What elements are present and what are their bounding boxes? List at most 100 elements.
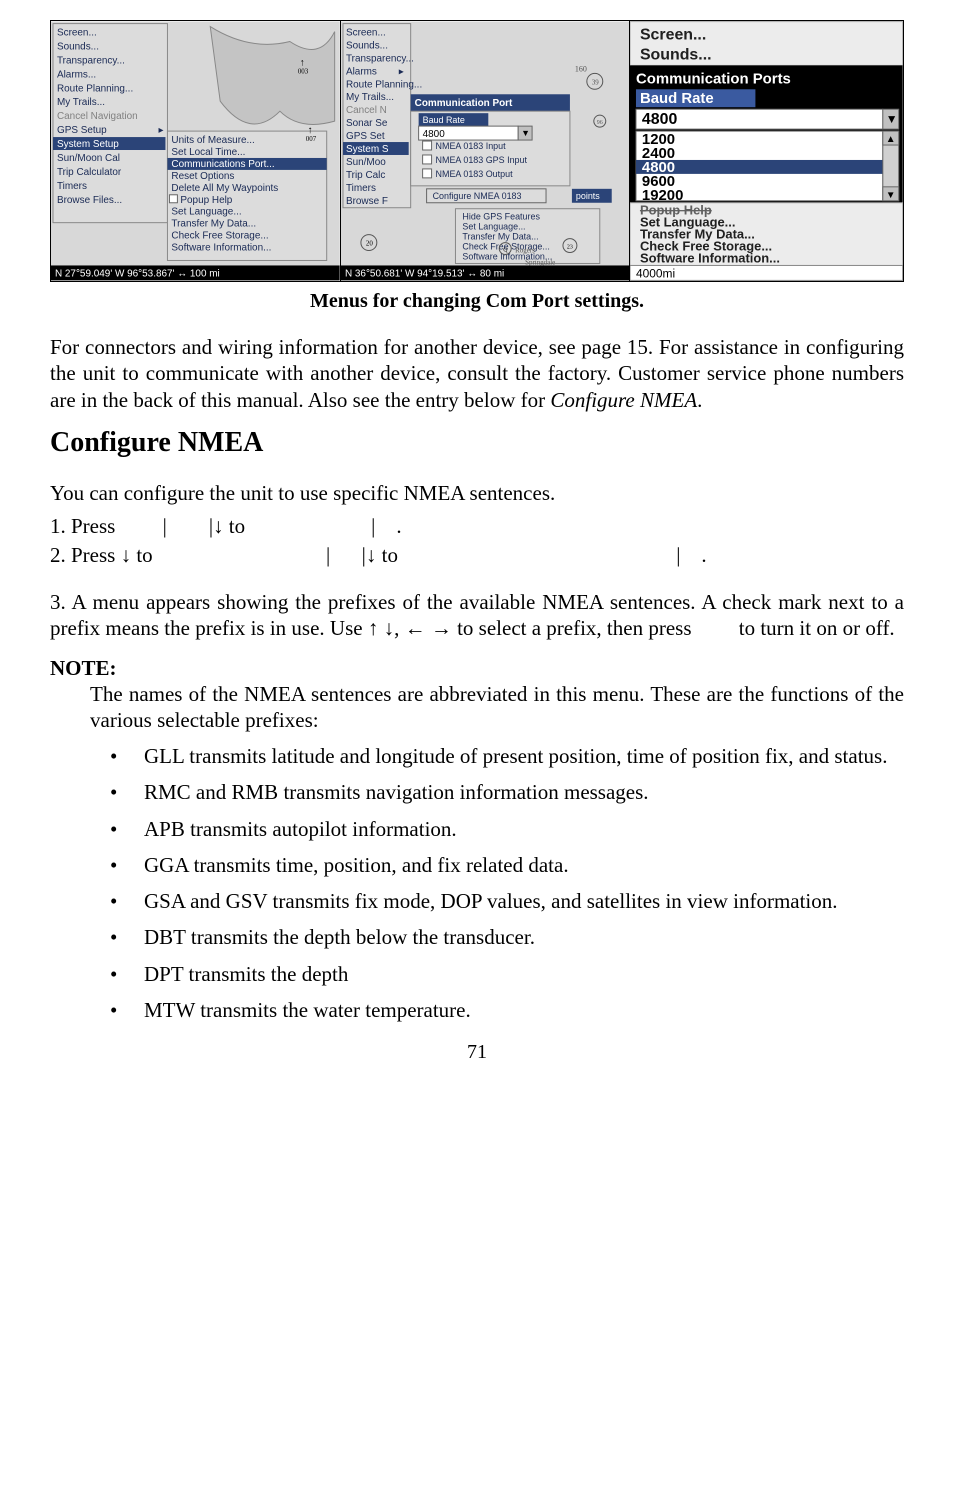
- svg-text:System S: System S: [346, 144, 389, 155]
- svg-text:Transparency...: Transparency...: [346, 53, 414, 64]
- svg-text:Q: Q: [503, 248, 508, 254]
- bullet-item: GSA and GSV transmits fix mode, DOP valu…: [110, 888, 904, 914]
- step1-d: |: [371, 514, 375, 538]
- svg-text:Transfer My Data...: Transfer My Data...: [171, 219, 256, 230]
- step2-c: |↓ to: [362, 543, 404, 567]
- svg-text:Route Planning...: Route Planning...: [57, 83, 133, 94]
- svg-text:Sun/Moon Cal: Sun/Moon Cal: [57, 153, 120, 164]
- svg-text:NMEA 0183 Output: NMEA 0183 Output: [435, 169, 513, 179]
- step-1: 1. Press | |↓ to | .: [50, 514, 904, 539]
- para1-italic: Configure NMEA: [550, 388, 697, 412]
- svg-text:39: 39: [591, 78, 598, 86]
- svg-text:Sounds...: Sounds...: [346, 40, 388, 51]
- svg-text:Sounds...: Sounds...: [640, 46, 712, 63]
- svg-text:▸: ▸: [398, 66, 403, 77]
- svg-text:Alarms: Alarms: [346, 66, 377, 77]
- svg-text:Screen...: Screen...: [640, 27, 706, 44]
- para1-text: For connectors and wiring information fo…: [50, 335, 904, 412]
- step1-a: 1. Press: [50, 514, 121, 538]
- bullet-item: APB transmits autopilot information.: [110, 816, 904, 842]
- svg-text:Popup Help: Popup Help: [180, 195, 232, 206]
- svg-text:23: 23: [567, 245, 573, 251]
- section-heading: Configure NMEA: [50, 427, 904, 459]
- svg-text:Rogers: Rogers: [515, 247, 535, 255]
- svg-text:Screen...: Screen...: [57, 28, 97, 39]
- svg-text:Sun/Moo: Sun/Moo: [346, 157, 386, 168]
- svg-text:Check Free Storage...: Check Free Storage...: [171, 231, 268, 242]
- note-label: NOTE:: [50, 656, 904, 681]
- svg-text:Browse F: Browse F: [346, 196, 388, 207]
- svg-text:GPS Setup: GPS Setup: [57, 125, 107, 136]
- svg-text:Trip Calculator: Trip Calculator: [57, 167, 122, 178]
- svg-text:96: 96: [596, 120, 602, 126]
- step1-e: .: [396, 514, 401, 538]
- bullet-item: MTW transmits the water temperature.: [110, 997, 904, 1023]
- screenshot-right: Screen...Sounds... Communication Ports B…: [630, 21, 903, 281]
- step2-a: 2. Press ↓ to: [50, 543, 158, 567]
- paragraph-1: For connectors and wiring information fo…: [50, 334, 904, 413]
- svg-text:Baud Rate: Baud Rate: [640, 90, 714, 107]
- figure-screenshots: Screen...Sounds...Transparency...Alarms.…: [50, 20, 904, 282]
- svg-text:NMEA 0183 Input: NMEA 0183 Input: [435, 141, 506, 151]
- bullet-item: RMC and RMB transmits navigation informa…: [110, 779, 904, 805]
- step2-d: |: [676, 543, 680, 567]
- svg-text:My Trails...: My Trails...: [346, 92, 394, 103]
- screenshot-mid: 39 96 160 Screen...Sounds... Transparency…: [341, 21, 631, 281]
- page-number: 71: [50, 1041, 904, 1064]
- svg-text:GPS Set: GPS Set: [346, 131, 385, 142]
- svg-text:Trip Calc: Trip Calc: [346, 170, 385, 181]
- bullet-item: GGA transmits time, position, and fix re…: [110, 852, 904, 878]
- svg-text:160: 160: [575, 64, 587, 73]
- step1-b: |: [163, 514, 167, 538]
- bullet-item: DBT transmits the depth below the transd…: [110, 924, 904, 950]
- step1-c: |↓ to: [209, 514, 251, 538]
- step-2: 2. Press ↓ to | |↓ to | .: [50, 543, 904, 568]
- paragraph-3: 3. A menu appears showing the prefixes o…: [50, 589, 904, 642]
- svg-text:N 36°50.681' W 94°19.51: N 36°50.681' W 94°19.513' ↔ 80 mi: [345, 268, 504, 279]
- svg-text:003: 003: [298, 67, 309, 75]
- svg-text:Sonar Se: Sonar Se: [346, 118, 388, 129]
- svg-text:Hide GPS Features: Hide GPS Features: [462, 212, 540, 222]
- svg-text:Browse Files...: Browse Files...: [57, 195, 122, 206]
- svg-text:▼: ▼: [521, 128, 530, 138]
- svg-text:My Trails...: My Trails...: [57, 97, 105, 108]
- svg-text:4800: 4800: [642, 111, 678, 128]
- svg-text:4000mi: 4000mi: [636, 266, 675, 280]
- svg-text:19200: 19200: [642, 187, 683, 204]
- svg-text:Springdale: Springdale: [525, 258, 555, 266]
- svg-text:▸: ▸: [158, 125, 163, 136]
- bullet-list: GLL transmits latitude and longitude of …: [110, 743, 904, 1023]
- figure-caption: Menus for changing Com Port settings.: [50, 290, 904, 313]
- svg-text:points: points: [576, 191, 600, 201]
- svg-text:Route Planning...: Route Planning...: [346, 79, 422, 90]
- svg-text:Screen...: Screen...: [346, 28, 386, 39]
- svg-text:Timers: Timers: [346, 183, 376, 194]
- para1-tail: .: [697, 388, 702, 412]
- svg-text:Software Information...: Software Information...: [640, 250, 780, 265]
- svg-text:Set Language...: Set Language...: [462, 222, 525, 232]
- note-body: The names of the NMEA sentences are abbr…: [90, 681, 904, 734]
- svg-text:Reset Options: Reset Options: [171, 171, 234, 182]
- svg-text:Sounds...: Sounds...: [57, 41, 99, 52]
- svg-text:▲: ▲: [886, 134, 896, 145]
- step2-e: .: [701, 543, 706, 567]
- svg-text:20: 20: [366, 240, 373, 248]
- step2-b: |: [326, 543, 330, 567]
- svg-text:Timers: Timers: [57, 181, 87, 192]
- svg-text:Cancel N: Cancel N: [346, 105, 387, 116]
- svg-text:Set Local Time...: Set Local Time...: [171, 147, 245, 158]
- bullet-item: GLL transmits latitude and longitude of …: [110, 743, 904, 769]
- svg-text:▼: ▼: [886, 190, 896, 201]
- svg-text:▼: ▼: [886, 112, 898, 126]
- svg-text:Set Language...: Set Language...: [171, 207, 241, 218]
- svg-text:Cancel Navigation: Cancel Navigation: [57, 111, 138, 122]
- svg-text:System Setup: System Setup: [57, 139, 119, 150]
- bullet-item: DPT transmits the depth: [110, 961, 904, 987]
- svg-text:Delete All My Waypoints: Delete All My Waypoints: [171, 183, 278, 194]
- svg-text:Communications Port...: Communications Port...: [171, 159, 274, 170]
- svg-text:007: 007: [306, 135, 317, 143]
- svg-text:Units of Measure...: Units of Measure...: [171, 135, 254, 146]
- svg-text:NMEA 0183 GPS Input: NMEA 0183 GPS Input: [435, 155, 527, 165]
- svg-text:Transfer My Data...: Transfer My Data...: [462, 232, 538, 242]
- svg-text:Communication Port: Communication Port: [414, 98, 512, 109]
